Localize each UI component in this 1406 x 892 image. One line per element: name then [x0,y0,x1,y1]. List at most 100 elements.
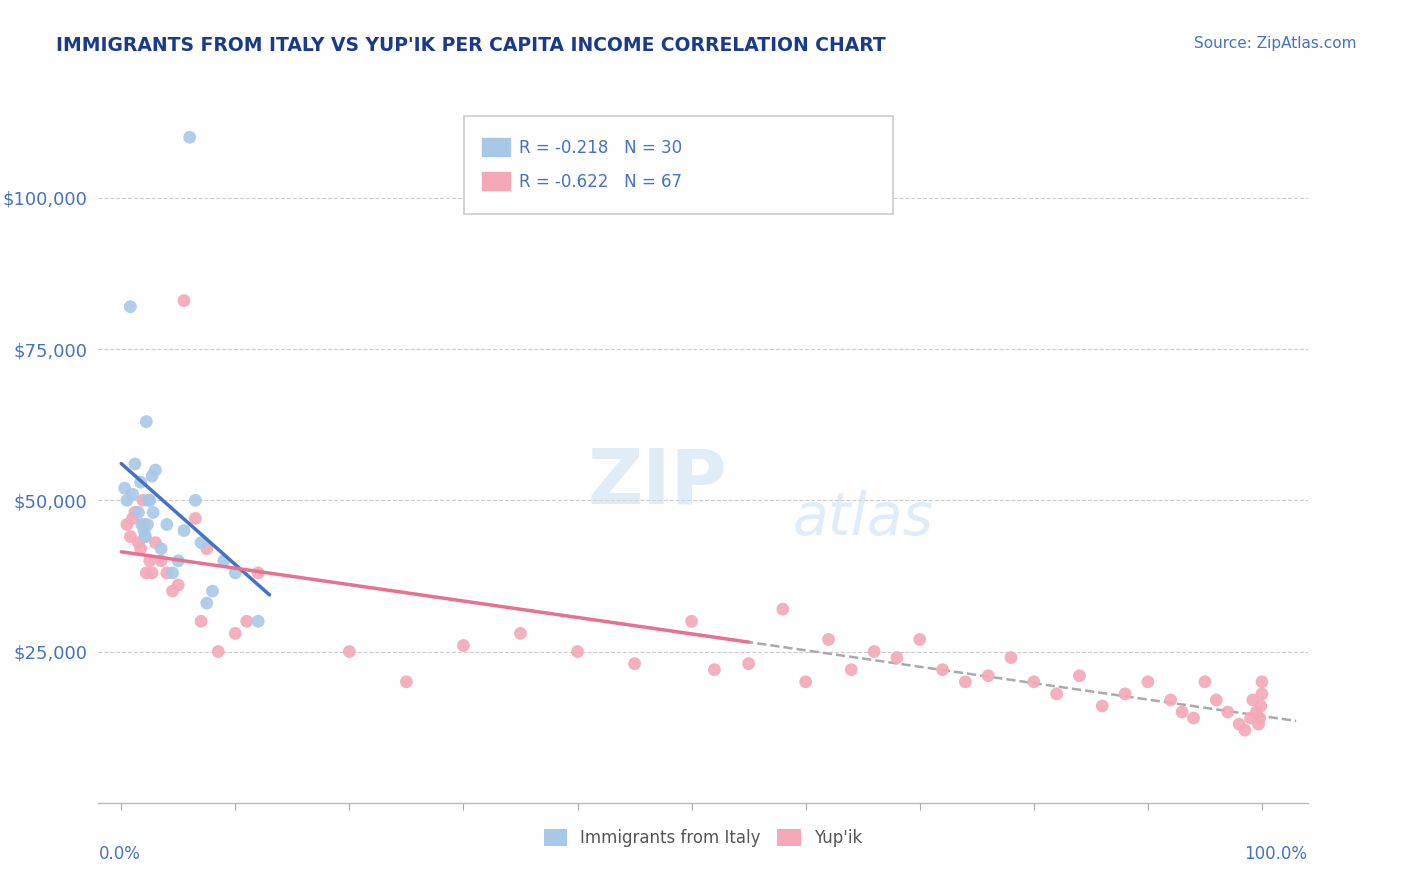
Point [195,541,218,556]
Text: R = -0.218   N = 30: R = -0.218 N = 30 [519,139,682,157]
Point [141,566,163,580]
Point [138,493,160,508]
Point [136,517,159,532]
Point [509,626,531,640]
Point [142,505,165,519]
Text: 0.0%: 0.0% [98,845,141,863]
Point [863,644,886,658]
Point [121,487,143,501]
Point [134,530,156,544]
Point [120,300,142,314]
Point [184,493,207,508]
Point [1227,717,1250,731]
Point [135,415,157,429]
Point [1171,705,1194,719]
Point [139,554,162,568]
Point [190,535,212,549]
Point [150,541,173,556]
Point [195,596,218,610]
Text: IMMIGRANTS FROM ITALY VS YUP'IK PER CAPITA INCOME CORRELATION CHART: IMMIGRANTS FROM ITALY VS YUP'IK PER CAPI… [56,36,886,54]
Point [120,530,142,544]
Point [134,530,156,544]
Point [115,493,138,508]
Point [247,566,270,580]
Point [124,457,146,471]
Point [1251,674,1274,689]
Point [121,511,143,525]
Point [1091,698,1114,713]
Point [1022,674,1045,689]
Point [1205,693,1227,707]
Point [977,669,1000,683]
Point [207,644,229,658]
Point [1216,705,1239,719]
Point [1182,711,1205,725]
Point [772,602,794,616]
Point [1249,711,1271,725]
Text: atlas: atlas [792,490,934,547]
Point [1160,693,1182,707]
Point [337,644,360,658]
Point [162,566,184,580]
Point [703,663,725,677]
Point [127,535,149,549]
Point [737,657,759,671]
Point [1247,717,1270,731]
Point [1046,687,1069,701]
Point [139,493,162,508]
Point [145,463,167,477]
Point [141,469,163,483]
Point [124,505,146,519]
Legend: Immigrants from Italy, Yup'ik: Immigrants from Italy, Yup'ik [537,822,869,854]
Point [132,524,155,538]
Point [145,535,167,549]
Point [129,541,152,556]
Point [453,639,475,653]
Point [127,505,149,519]
Point [212,554,235,568]
Point [955,674,977,689]
Point [1136,674,1159,689]
Point [201,584,224,599]
Point [886,650,908,665]
Text: Source: ZipAtlas.com: Source: ZipAtlas.com [1194,36,1357,51]
Point [1000,650,1022,665]
Text: ZIP: ZIP [588,445,727,519]
Point [794,674,817,689]
Point [173,524,195,538]
Point [135,566,157,580]
Point [1114,687,1136,701]
Point [931,663,953,677]
Point [132,517,155,532]
Point [167,578,190,592]
Point [224,566,246,580]
Text: 100.0%: 100.0% [1244,845,1308,863]
Point [150,554,173,568]
Point [184,511,207,525]
Point [167,554,190,568]
Point [681,615,703,629]
Point [623,657,645,671]
Point [235,615,257,629]
Point [1233,723,1256,738]
Text: R = -0.622   N = 67: R = -0.622 N = 67 [519,173,682,191]
Point [162,584,184,599]
Point [1069,669,1091,683]
Point [115,517,138,532]
Point [1241,693,1264,707]
Point [908,632,931,647]
Point [1239,711,1261,725]
Point [190,615,212,629]
Point [395,674,418,689]
Point [173,293,195,308]
Point [129,475,152,490]
Point [224,626,246,640]
Point [1244,705,1267,719]
Point [839,663,862,677]
Point [156,566,179,580]
Point [156,517,179,532]
Point [1250,698,1272,713]
Point [132,493,155,508]
Point [114,481,136,495]
Point [567,644,589,658]
